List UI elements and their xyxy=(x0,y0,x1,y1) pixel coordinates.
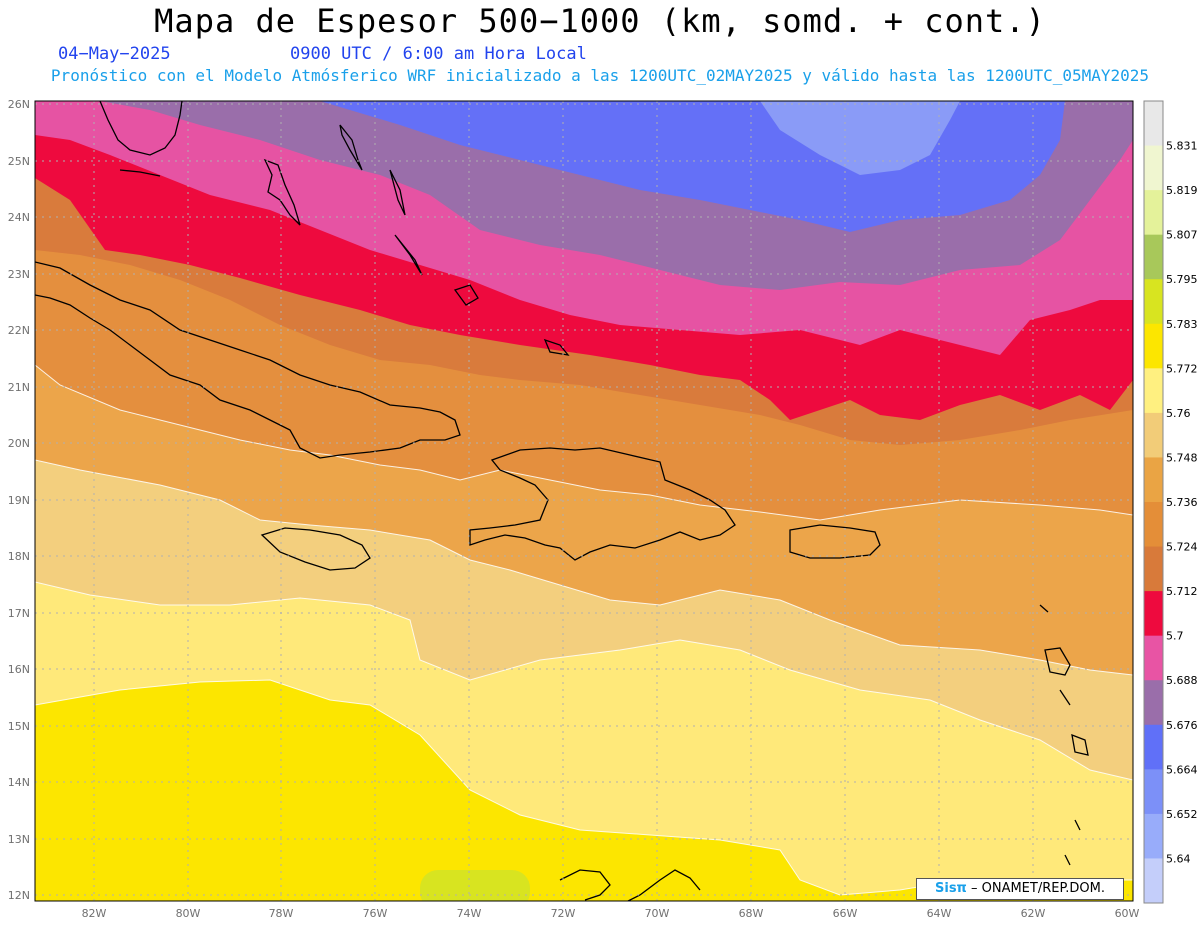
colorbar-swatch xyxy=(1144,724,1163,770)
bahamas-exuma xyxy=(394,234,423,276)
forecast-info: Pronóstico con el Modelo Atmósferico WRF… xyxy=(50,66,1150,85)
venezuela-coast xyxy=(559,869,701,901)
bahamas-andros xyxy=(263,158,301,226)
lon-label: 78W xyxy=(269,907,294,920)
lon-label: 60W xyxy=(1115,907,1140,920)
colorbar-label: 5.688 xyxy=(1166,674,1198,687)
lat-label: 15N xyxy=(8,720,30,733)
colorbar-swatch xyxy=(1144,635,1163,681)
coastlines xyxy=(35,101,1089,901)
lesser-antilles xyxy=(1039,604,1089,866)
map-frame xyxy=(34,100,1134,902)
credit-box: Sisπ – ONAMET/REP.DOM. xyxy=(916,878,1124,900)
colorbar-swatch xyxy=(1144,858,1163,904)
cuba xyxy=(35,261,461,459)
colorbar-label: 5.736 xyxy=(1166,496,1198,509)
lat-label: 12N xyxy=(8,889,30,902)
colorbar-label: 5.652 xyxy=(1166,808,1198,821)
florida-coast xyxy=(99,101,183,156)
puerto-rico xyxy=(789,524,881,559)
lat-label: 17N xyxy=(8,607,30,620)
contour-lines xyxy=(35,364,1133,896)
colorbar-label: 5.712 xyxy=(1166,585,1198,598)
colorbar-label: 5.7 xyxy=(1166,630,1184,643)
lat-label: 23N xyxy=(8,268,30,281)
colorbar-label: 5.795 xyxy=(1166,273,1198,286)
lat-label: 24N xyxy=(8,211,30,224)
colorbar-label: 5.772 xyxy=(1166,362,1198,375)
colorbar-swatch xyxy=(1144,591,1163,637)
colorbar-label: 5.64 xyxy=(1166,852,1191,865)
lat-label: 20N xyxy=(8,437,30,450)
bahamas-abaco xyxy=(339,124,363,171)
jamaica xyxy=(260,527,371,571)
colorbar-swatch xyxy=(1144,101,1163,147)
lat-label: 16N xyxy=(8,663,30,676)
lat-label: 21N xyxy=(8,381,30,394)
lat-label: 19N xyxy=(8,494,30,507)
colorbar-label: 5.748 xyxy=(1166,451,1198,464)
colorbar: 5.831 5.819 5.807 5.795 5.783 5.772 5.76 5.748 5… xyxy=(1143,100,1198,904)
lat-axis: 26N 25N 24N 23N 22N 21N 20N 19N 18N 17N … xyxy=(8,98,30,902)
credit-text: – ONAMET/REP.DOM. xyxy=(966,881,1105,896)
colorbar-swatch xyxy=(1144,502,1163,548)
colorbar-swatch xyxy=(1144,680,1163,726)
colorbar-label: 5.807 xyxy=(1166,229,1198,242)
colorbar-label: 5.783 xyxy=(1166,318,1198,331)
lon-label: 68W xyxy=(739,907,764,920)
lon-label: 66W xyxy=(833,907,858,920)
lat-label: 14N xyxy=(8,776,30,789)
lon-label: 76W xyxy=(363,907,388,920)
bahamas-eleuthera xyxy=(389,169,406,216)
colorbar-swatch xyxy=(1144,412,1163,458)
graticule xyxy=(35,101,1133,901)
valid-time: 0900 UTC / 6:00 am Hora Local xyxy=(290,44,587,64)
colorbar-label: 5.76 xyxy=(1166,407,1191,420)
colorbar-swatch xyxy=(1144,457,1163,503)
lon-axis: 82W 80W 78W 76W 74W 72W 70W 68W 66W 64W … xyxy=(82,907,1140,920)
contour-band xyxy=(760,101,960,175)
florida-keys xyxy=(119,169,161,177)
lat-label: 26N xyxy=(8,98,30,111)
lon-label: 80W xyxy=(176,907,201,920)
lon-label: 82W xyxy=(82,907,107,920)
colorbar-label: 5.819 xyxy=(1166,184,1198,197)
colorbar-label: 5.724 xyxy=(1166,541,1198,554)
contour-band-highlight xyxy=(420,870,530,901)
colorbar-swatch xyxy=(1144,769,1163,815)
valid-date: 04−May−2025 xyxy=(58,44,171,64)
colorbar-frame xyxy=(1143,100,1164,904)
lat-label: 18N xyxy=(8,550,30,563)
lat-label: 25N xyxy=(8,155,30,168)
lat-label: 13N xyxy=(8,833,30,846)
map-plot-area xyxy=(35,101,1133,901)
lon-label: 62W xyxy=(1021,907,1046,920)
colorbar-swatch xyxy=(1144,145,1163,191)
colorbar-swatch xyxy=(1144,279,1163,325)
colorbar-swatch xyxy=(1144,323,1163,369)
colorbar-label: 5.676 xyxy=(1166,719,1198,732)
colorbar-swatch xyxy=(1144,546,1163,592)
hispaniola xyxy=(469,447,736,561)
colorbar-label: 5.831 xyxy=(1166,140,1198,153)
lon-label: 74W xyxy=(457,907,482,920)
colorbar-swatch xyxy=(1144,234,1163,280)
colorbar-swatch xyxy=(1144,813,1163,859)
map-title: Mapa de Espesor 500−1000 (km, somd. + co… xyxy=(154,2,1046,40)
turks-caicos xyxy=(543,338,570,356)
bahamas-inagua xyxy=(453,284,479,306)
colorbar-swatch xyxy=(1144,368,1163,414)
lon-label: 72W xyxy=(551,907,576,920)
colorbar-label: 5.664 xyxy=(1166,763,1198,776)
colorbar-swatch xyxy=(1144,190,1163,236)
credit-logo: Sisπ xyxy=(935,881,967,896)
lon-label: 64W xyxy=(927,907,952,920)
lon-label: 70W xyxy=(645,907,670,920)
lat-label: 22N xyxy=(8,324,30,337)
